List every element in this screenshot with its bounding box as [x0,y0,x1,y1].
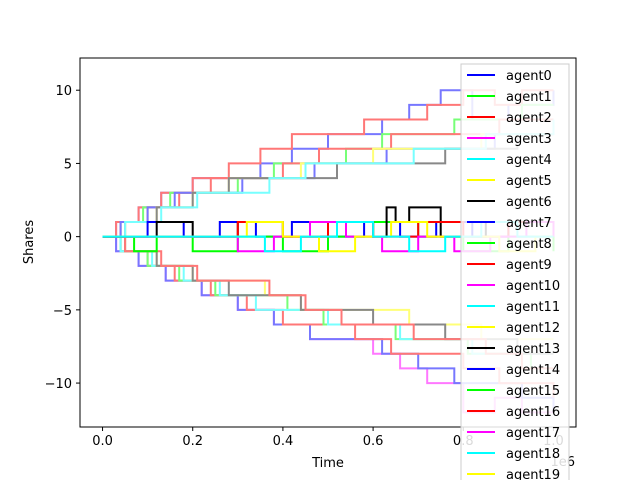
x-tick-label: 0.4 [273,434,294,449]
legend-label: agent15 [506,384,560,399]
legend-label: agent16 [506,405,560,420]
legend-label: agent11 [506,300,560,315]
legend-label: agent3 [506,132,552,147]
x-tick-label: 0.0 [92,434,113,449]
legend-label: agent7 [506,216,552,231]
legend-label: agent1 [506,90,552,105]
legend-label: agent18 [506,447,560,462]
x-axis-label: Time [311,456,344,471]
legend-label: agent13 [506,342,560,357]
y-axis-label: Shares [22,220,37,265]
legend-label: agent10 [506,279,560,294]
legend-label: agent9 [506,258,552,273]
x-tick-label: 0.6 [363,434,384,449]
legend: agent0 agent1 agent2 agent3 agent4 agent5 agen… [460,63,570,480]
legend-label: agent8 [506,237,552,252]
y-tick-label: 0 [64,231,72,246]
y-tick-label: 10 [55,84,72,99]
legend-label: agent0 [506,69,552,84]
legend-label: agent19 [506,468,560,480]
plot-frame [79,57,577,428]
legend-label: agent17 [506,426,560,441]
legend-label: agent5 [506,174,552,189]
legend-label: agent4 [506,153,552,168]
legend-label: agent12 [506,321,560,336]
y-tick-label: 5 [64,157,72,172]
legend-label: agent6 [506,195,552,210]
x-tick-label: 0.2 [182,434,203,449]
y-tick-label: −10 [45,377,72,392]
legend-label: agent14 [506,363,560,378]
y-tick-label: −5 [53,304,72,319]
legend-label: agent2 [506,111,552,126]
y-axis: 10 5 0 −5 −10 [45,84,80,392]
